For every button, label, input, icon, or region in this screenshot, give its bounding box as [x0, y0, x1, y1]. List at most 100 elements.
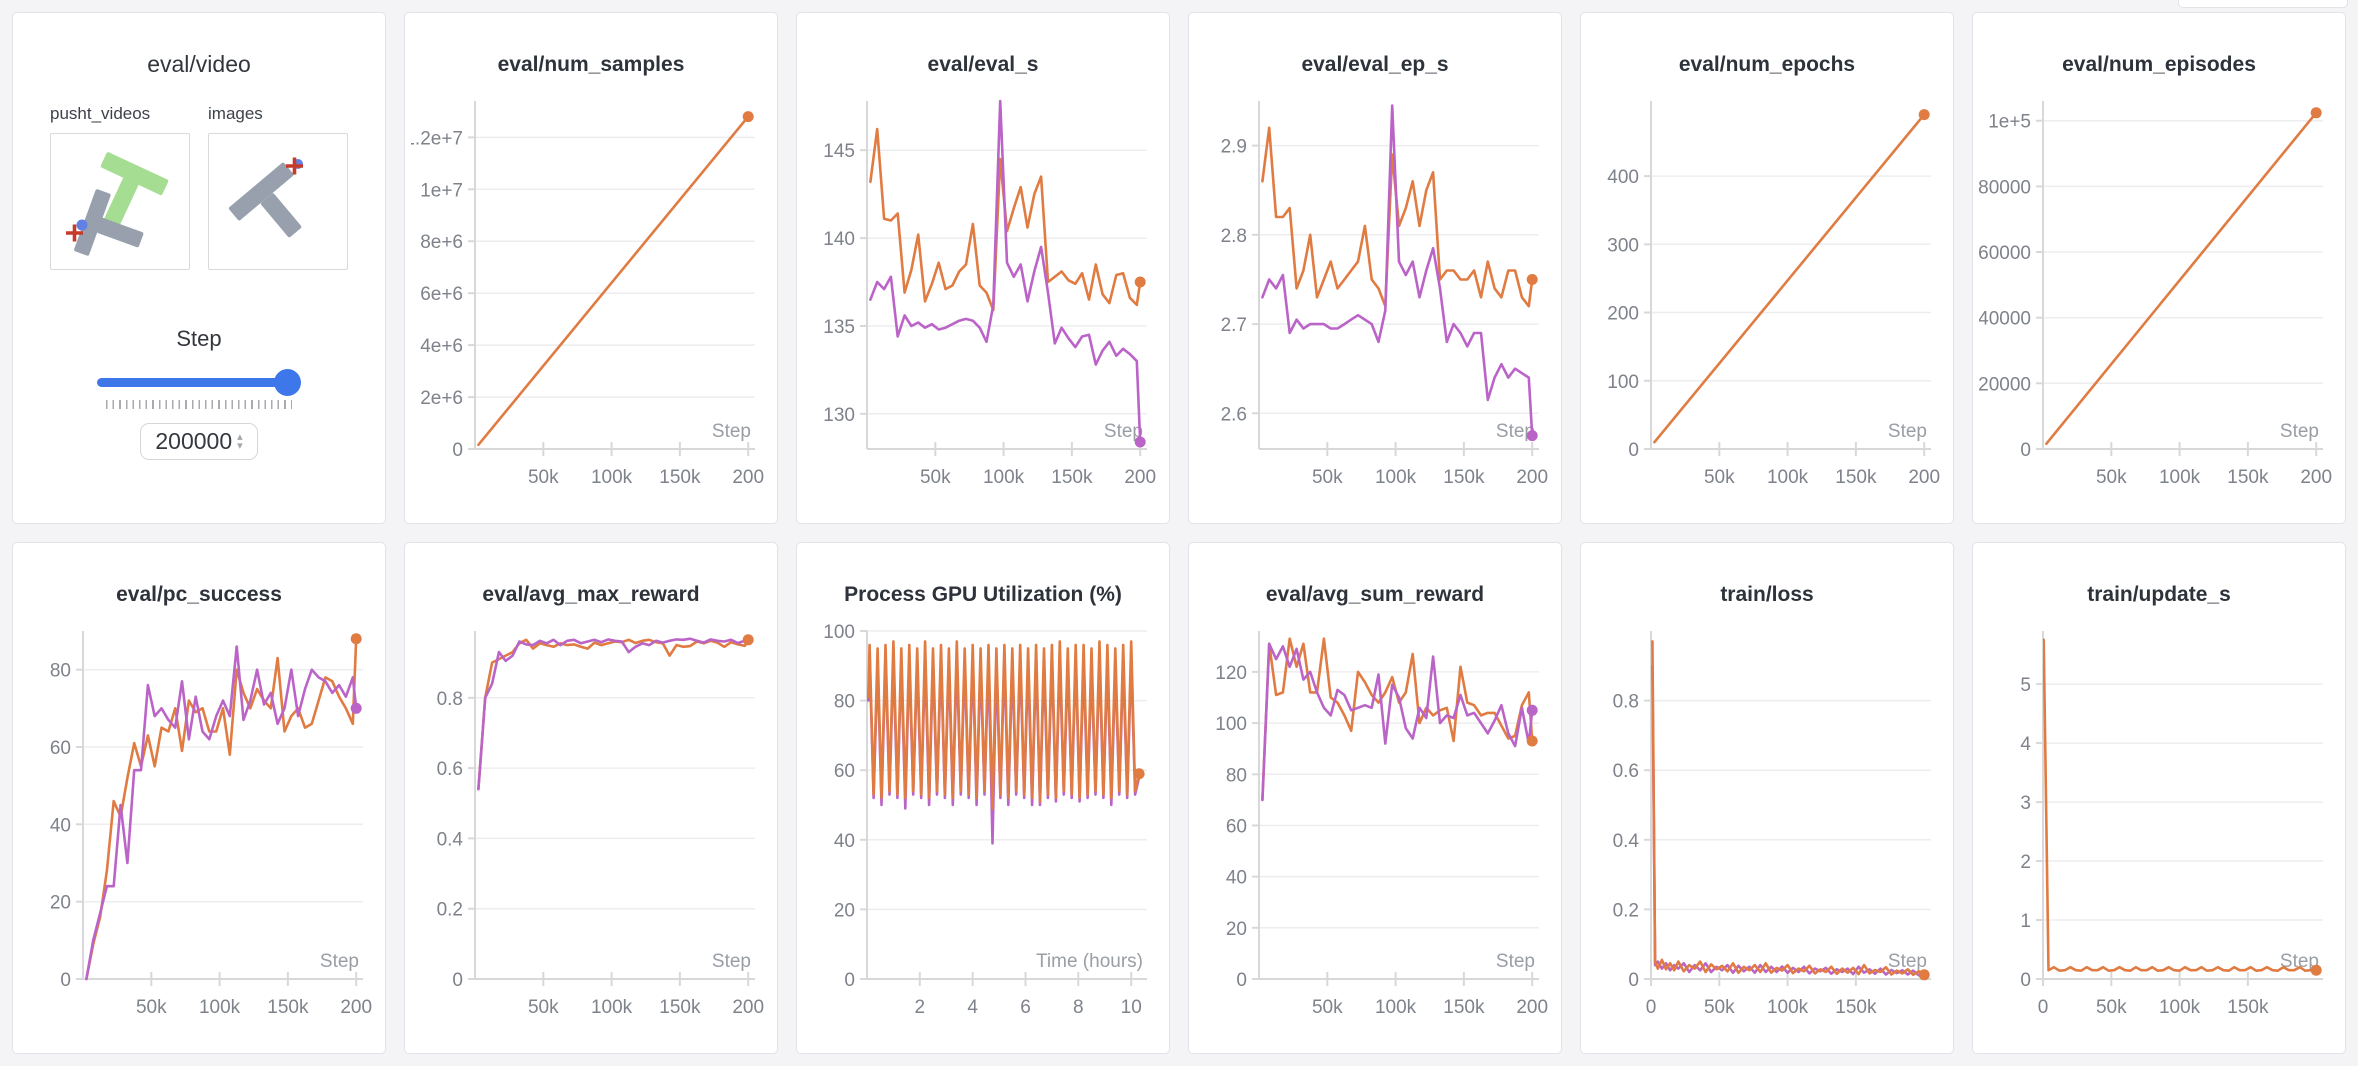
svg-text:200: 200: [2300, 467, 2332, 488]
svg-text:100: 100: [1215, 714, 1247, 735]
panel-eval-video: eval/video pusht_videos: [12, 12, 386, 524]
svg-text:1: 1: [2020, 911, 2031, 932]
svg-text:Step: Step: [712, 421, 751, 442]
pusht-scene-icon: [66, 152, 169, 256]
svg-text:40: 40: [1226, 868, 1247, 889]
line-chart[interactable]: 0 100 200 300 400 50k 100k 150k 200 Step: [1581, 91, 1953, 503]
svg-text:150k: 150k: [1835, 997, 1877, 1018]
svg-text:50k: 50k: [528, 467, 559, 488]
panel-eval-avg-sum-reward[interactable]: eval/avg_sum_reward 0 20 40 60 80 100 120 50k 10…: [1188, 542, 1562, 1054]
panel-eval-eval-ep-s[interactable]: eval/eval_ep_s 2.6 2.7 2.8 2.9 50k 100k 150k 20…: [1188, 12, 1562, 524]
step-down-icon[interactable]: ▾: [237, 439, 243, 452]
panel-train-update-s[interactable]: train/update_s 0 1 2 3 4 5 0 50k 100k 150k Step: [1972, 542, 2346, 1054]
svg-text:100k: 100k: [1375, 467, 1417, 488]
svg-text:130: 130: [823, 405, 855, 426]
chart-svg: 0 20000 40000 60000 80000 1e+5 50k 100k 150k 200 S…: [1979, 101, 2332, 488]
svg-text:150k: 150k: [2227, 467, 2269, 488]
panel-eval-num-samples[interactable]: eval/num_samples 0 2e+6 4e+6 6e+6 8e+6 1e+7 1.…: [404, 12, 778, 524]
image-thumbnail[interactable]: [208, 133, 348, 270]
svg-text:150k: 150k: [267, 997, 309, 1018]
panel-eval-eval-s[interactable]: eval/eval_s 130 135 140 145 50k 100k 150k 200 St…: [796, 12, 1170, 524]
svg-text:40: 40: [834, 831, 855, 852]
svg-text:20: 20: [1226, 919, 1247, 940]
video-thumbnail-pusht[interactable]: [50, 133, 190, 270]
chart-title: eval/avg_sum_reward: [1265, 583, 1485, 606]
svg-text:Step: Step: [1104, 421, 1143, 442]
svg-text:2.8: 2.8: [1221, 226, 1247, 247]
svg-text:200: 200: [1516, 467, 1548, 488]
line-chart[interactable]: 0 20 40 60 80 100 120 50k 100k 150k 200 Step: [1189, 621, 1561, 1033]
svg-text:150k: 150k: [1835, 467, 1877, 488]
step-slider-thumb[interactable]: [274, 369, 301, 396]
svg-text:0: 0: [2020, 440, 2031, 461]
line-chart[interactable]: 0 1 2 3 4 5 0 50k 100k 150k Step: [1973, 621, 2345, 1033]
svg-text:0.4: 0.4: [437, 829, 464, 850]
line-chart[interactable]: 0 20 40 60 80 100 2 4 6 8 10 Time (hours): [797, 621, 1169, 1033]
svg-text:4e+6: 4e+6: [420, 336, 463, 357]
svg-text:100k: 100k: [1767, 997, 1809, 1018]
svg-text:60: 60: [50, 738, 71, 759]
chart-svg: 0 100 200 300 400 50k 100k 150k 200 Step: [1607, 101, 1940, 488]
panel-eval-avg-max-reward[interactable]: eval/avg_max_reward 0 0.2 0.4 0.6 0.8 50k 100k…: [404, 542, 778, 1054]
line-chart[interactable]: 0 20 40 60 80 50k 100k 150k 200 Step: [13, 621, 385, 1033]
panel-eval-num-episodes[interactable]: eval/num_episodes 0 20000 40000 60000 80000 1…: [1972, 12, 2346, 524]
svg-text:150k: 150k: [2227, 997, 2269, 1018]
svg-text:150k: 150k: [1443, 467, 1485, 488]
svg-text:200: 200: [1516, 997, 1548, 1018]
svg-text:Step: Step: [2280, 421, 2319, 442]
svg-text:Step: Step: [1496, 951, 1535, 972]
svg-text:Step: Step: [320, 951, 359, 972]
svg-text:50k: 50k: [1704, 997, 1735, 1018]
svg-text:200: 200: [1908, 467, 1940, 488]
svg-text:135: 135: [823, 317, 855, 338]
svg-text:1e+5: 1e+5: [1988, 112, 2031, 133]
svg-text:3: 3: [2020, 793, 2031, 814]
step-slider[interactable]: [97, 368, 301, 396]
step-up-icon[interactable]: ▴: [237, 430, 243, 443]
svg-text:40000: 40000: [1979, 309, 2031, 330]
line-chart[interactable]: 130 135 140 145 50k 100k 150k 200 Step: [797, 91, 1169, 503]
svg-text:150k: 150k: [1051, 467, 1093, 488]
svg-text:2: 2: [2020, 852, 2031, 873]
panel-process-gpu-utilization[interactable]: Process GPU Utilization (%) 0 20 40 60 80 100…: [796, 542, 1170, 1054]
svg-text:Step: Step: [1888, 421, 1927, 442]
chart-title: eval/num_episodes: [2062, 53, 2256, 76]
svg-text:4: 4: [967, 997, 978, 1018]
svg-text:0: 0: [2020, 970, 2031, 991]
svg-text:0.6: 0.6: [437, 759, 463, 780]
step-value[interactable]: 200000: [155, 428, 233, 454]
svg-text:0.8: 0.8: [1613, 692, 1639, 713]
svg-text:140: 140: [823, 229, 855, 250]
svg-text:0: 0: [1628, 970, 1639, 991]
line-chart[interactable]: 2.6 2.7 2.8 2.9 50k 100k 150k 200 Step: [1189, 91, 1561, 503]
chart-title: eval/num_epochs: [1678, 53, 1856, 76]
svg-text:200: 200: [340, 997, 372, 1018]
line-chart[interactable]: 0 0.2 0.4 0.6 0.8 50k 100k 150k 200 Step: [405, 621, 777, 1033]
line-chart[interactable]: 0 2e+6 4e+6 6e+6 8e+6 1e+7 1.2e+7 50k 100k 150k 20…: [405, 91, 777, 503]
line-chart[interactable]: 0 0.2 0.4 0.6 0.8 0 50k 100k 150k Step: [1581, 621, 1953, 1033]
chart-title: eval/num_samples: [497, 53, 685, 76]
svg-text:50k: 50k: [528, 997, 559, 1018]
panel-train-loss[interactable]: train/loss 0 0.2 0.4 0.6 0.8 0 50k 100k 150k Step: [1580, 542, 1954, 1054]
stepper-arrows[interactable]: ▴ ▾: [237, 430, 243, 452]
svg-text:Step: Step: [1888, 951, 1927, 972]
svg-text:80: 80: [50, 661, 71, 682]
svg-text:5: 5: [2020, 675, 2031, 696]
svg-text:Step: Step: [712, 951, 751, 972]
step-slider-track[interactable]: [97, 378, 291, 387]
svg-text:100k: 100k: [199, 997, 241, 1018]
chart-svg: 0 20 40 60 80 100 2 4 6 8 10 Time (hours): [823, 622, 1147, 1018]
panel-eval-num-epochs[interactable]: eval/num_epochs 0 100 200 300 400 50k 100k 150k…: [1580, 12, 1954, 524]
svg-text:0: 0: [1628, 440, 1639, 461]
svg-text:100k: 100k: [2159, 467, 2201, 488]
svg-text:1e+7: 1e+7: [420, 180, 463, 201]
chart-title: eval/avg_max_reward: [482, 583, 700, 606]
panel-eval-pc-success[interactable]: eval/pc_success 0 20 40 60 80 50k 100k 150k 200 S…: [12, 542, 386, 1054]
chart-title: eval/eval_s: [927, 53, 1039, 76]
svg-text:0.4: 0.4: [1613, 831, 1640, 852]
svg-text:80: 80: [834, 692, 855, 713]
line-chart[interactable]: 0 20000 40000 60000 80000 1e+5 50k 100k 150k 200 S…: [1973, 91, 2345, 503]
svg-text:2: 2: [915, 997, 926, 1018]
svg-text:0: 0: [452, 440, 463, 461]
step-number-input[interactable]: 200000 ▴ ▾: [140, 423, 258, 460]
